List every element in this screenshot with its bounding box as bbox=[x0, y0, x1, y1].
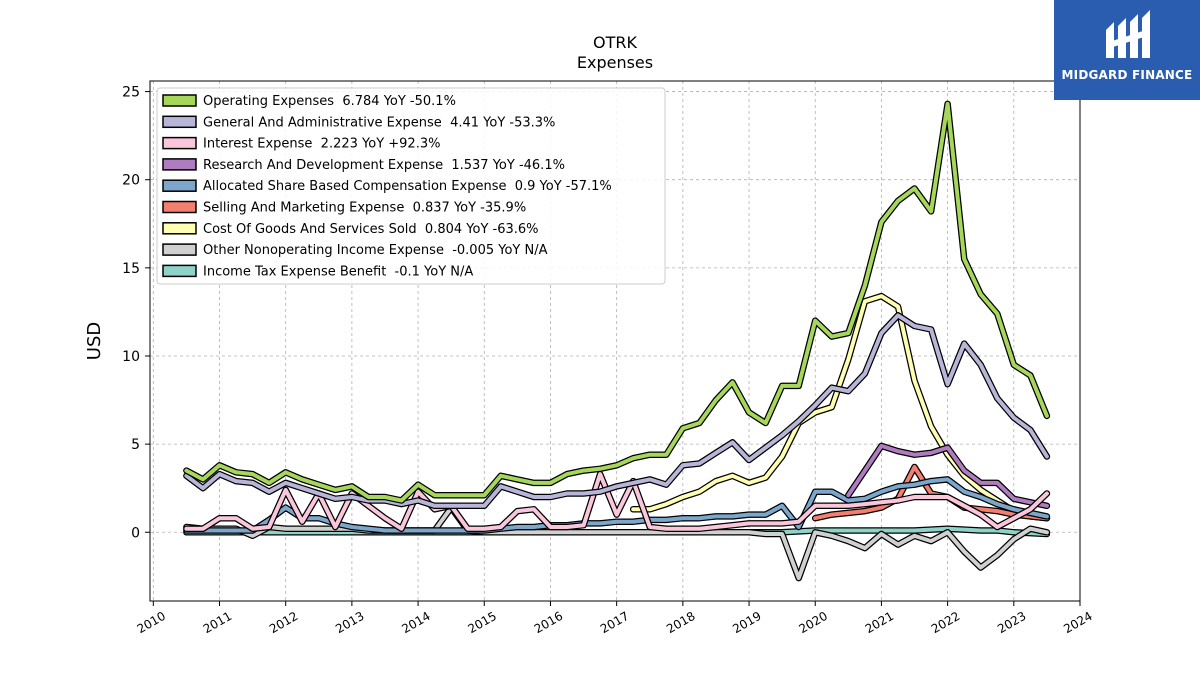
x-tick-label: 2016 bbox=[532, 609, 565, 636]
legend-entry-stats: 1.537 YoY -46.1% bbox=[443, 158, 565, 173]
logo-wordmark: MIDGARD FINANCE bbox=[1061, 68, 1193, 82]
legend-entry-stats: -0.005 YoY N/A bbox=[444, 243, 548, 258]
x-tick-label: 2021 bbox=[863, 609, 896, 636]
x-tick-label: 2024 bbox=[1061, 609, 1094, 636]
legend-entry: General And Administrative Expense 4.41 … bbox=[203, 115, 555, 130]
legend-swatch bbox=[162, 136, 197, 150]
x-tick-label: 2019 bbox=[730, 609, 763, 636]
series-line-stroke bbox=[846, 443, 1049, 508]
x-tick-label: 2010 bbox=[135, 609, 168, 636]
x-tick-label: 2022 bbox=[929, 609, 962, 636]
series-line bbox=[183, 504, 1051, 582]
legend-swatch bbox=[162, 200, 197, 214]
series-line-stroke bbox=[184, 313, 1049, 508]
series-line-stroke bbox=[813, 465, 1049, 521]
legend-box bbox=[156, 87, 666, 285]
legend-entry-name: Interest Expense bbox=[203, 137, 312, 152]
y-tick-label: 0 bbox=[131, 525, 140, 541]
logo-mark-icon bbox=[1106, 10, 1150, 58]
legend-entry-stats: 4.41 YoY -53.3% bbox=[442, 115, 556, 130]
x-tick-label: 2014 bbox=[399, 609, 432, 636]
legend: Operating Expenses 6.784 YoY -50.1% Gener… bbox=[156, 87, 666, 285]
series-line bbox=[811, 463, 1051, 522]
legend-entry-name: Income Tax Expense Benefit bbox=[203, 264, 386, 279]
legend-swatch bbox=[162, 264, 197, 278]
y-tick-label: 10 bbox=[122, 349, 140, 365]
series-line bbox=[845, 442, 1051, 510]
x-tick-label: 2017 bbox=[598, 609, 631, 636]
plot-frame bbox=[149, 80, 1081, 602]
x-tick-label: 2023 bbox=[995, 609, 1028, 636]
legend-entry-stats: 0.837 YoY -35.9% bbox=[404, 201, 526, 216]
legend-entry-name: General And Administrative Expense bbox=[203, 115, 442, 130]
legend-entry-name: Operating Expenses bbox=[203, 94, 334, 109]
legend-entry-stats: -0.1 YoY N/A bbox=[386, 264, 473, 279]
legend-entry-stats: 0.9 YoY -57.1% bbox=[506, 179, 611, 194]
series-line-stroke bbox=[184, 505, 1049, 581]
chart-subtitle: Expenses bbox=[577, 53, 653, 72]
legend-entry: Other Nonoperating Income Expense -0.005… bbox=[203, 243, 548, 258]
legend-entry: Cost Of Goods And Services Sold 0.804 Yo… bbox=[203, 222, 539, 237]
legend-entry-name: Cost Of Goods And Services Sold bbox=[203, 222, 417, 237]
legend-entry-name: Research And Development Expense bbox=[203, 158, 443, 173]
legend-swatch bbox=[162, 94, 197, 107]
series-line bbox=[183, 100, 1051, 504]
series-line bbox=[183, 312, 1051, 510]
y-tick-label: 15 bbox=[122, 261, 140, 277]
series-lines bbox=[183, 100, 1051, 582]
legend-entry: Income Tax Expense Benefit -0.1 YoY N/A bbox=[203, 264, 473, 279]
series-line-stroke bbox=[631, 294, 1049, 521]
legend-entry-stats: 6.784 YoY -50.1% bbox=[334, 94, 456, 109]
series-line bbox=[183, 470, 1051, 532]
chart-title: OTRK bbox=[593, 33, 637, 52]
series-line-stroke bbox=[184, 101, 1049, 503]
x-tick-label: 2020 bbox=[797, 609, 830, 636]
brand-logo: MIDGARD FINANCE bbox=[1054, 0, 1200, 100]
x-tick-label: 2012 bbox=[267, 609, 300, 636]
x-tick-label: 2013 bbox=[333, 609, 366, 636]
y-tick-label: 20 bbox=[122, 173, 140, 189]
x-tick-label: 2018 bbox=[664, 609, 697, 636]
legend-swatch bbox=[162, 222, 197, 235]
series-line-stroke bbox=[184, 472, 1049, 531]
x-tick-label: 2011 bbox=[201, 609, 234, 636]
legend-entry: Selling And Marketing Expense 0.837 YoY … bbox=[203, 201, 526, 216]
series-line bbox=[629, 292, 1051, 522]
legend-entry: Interest Expense 2.223 YoY +92.3% bbox=[203, 137, 440, 152]
legend-entry: Research And Development Expense 1.537 Y… bbox=[203, 158, 565, 173]
legend-swatch bbox=[162, 179, 197, 192]
legend-entry-stats: 0.804 YoY -63.6% bbox=[417, 222, 539, 237]
legend-entry: Allocated Share Based Compensation Expen… bbox=[203, 179, 612, 194]
y-tick-label: 5 bbox=[131, 437, 140, 453]
legend-swatch bbox=[162, 115, 197, 129]
legend-swatch bbox=[162, 158, 197, 171]
legend-swatch bbox=[162, 243, 197, 256]
x-tick-label: 2015 bbox=[466, 609, 499, 636]
legend-entry-name: Allocated Share Based Compensation Expen… bbox=[203, 179, 506, 194]
legend-entry-name: Selling And Marketing Expense bbox=[203, 201, 404, 216]
legend-entry-stats: 2.223 YoY +92.3% bbox=[312, 137, 440, 152]
y-axis-label: USD bbox=[84, 322, 105, 360]
legend-entry-name: Other Nonoperating Income Expense bbox=[203, 243, 444, 258]
legend-entry: Operating Expenses 6.784 YoY -50.1% bbox=[203, 94, 456, 109]
y-tick-label: 25 bbox=[122, 85, 140, 101]
